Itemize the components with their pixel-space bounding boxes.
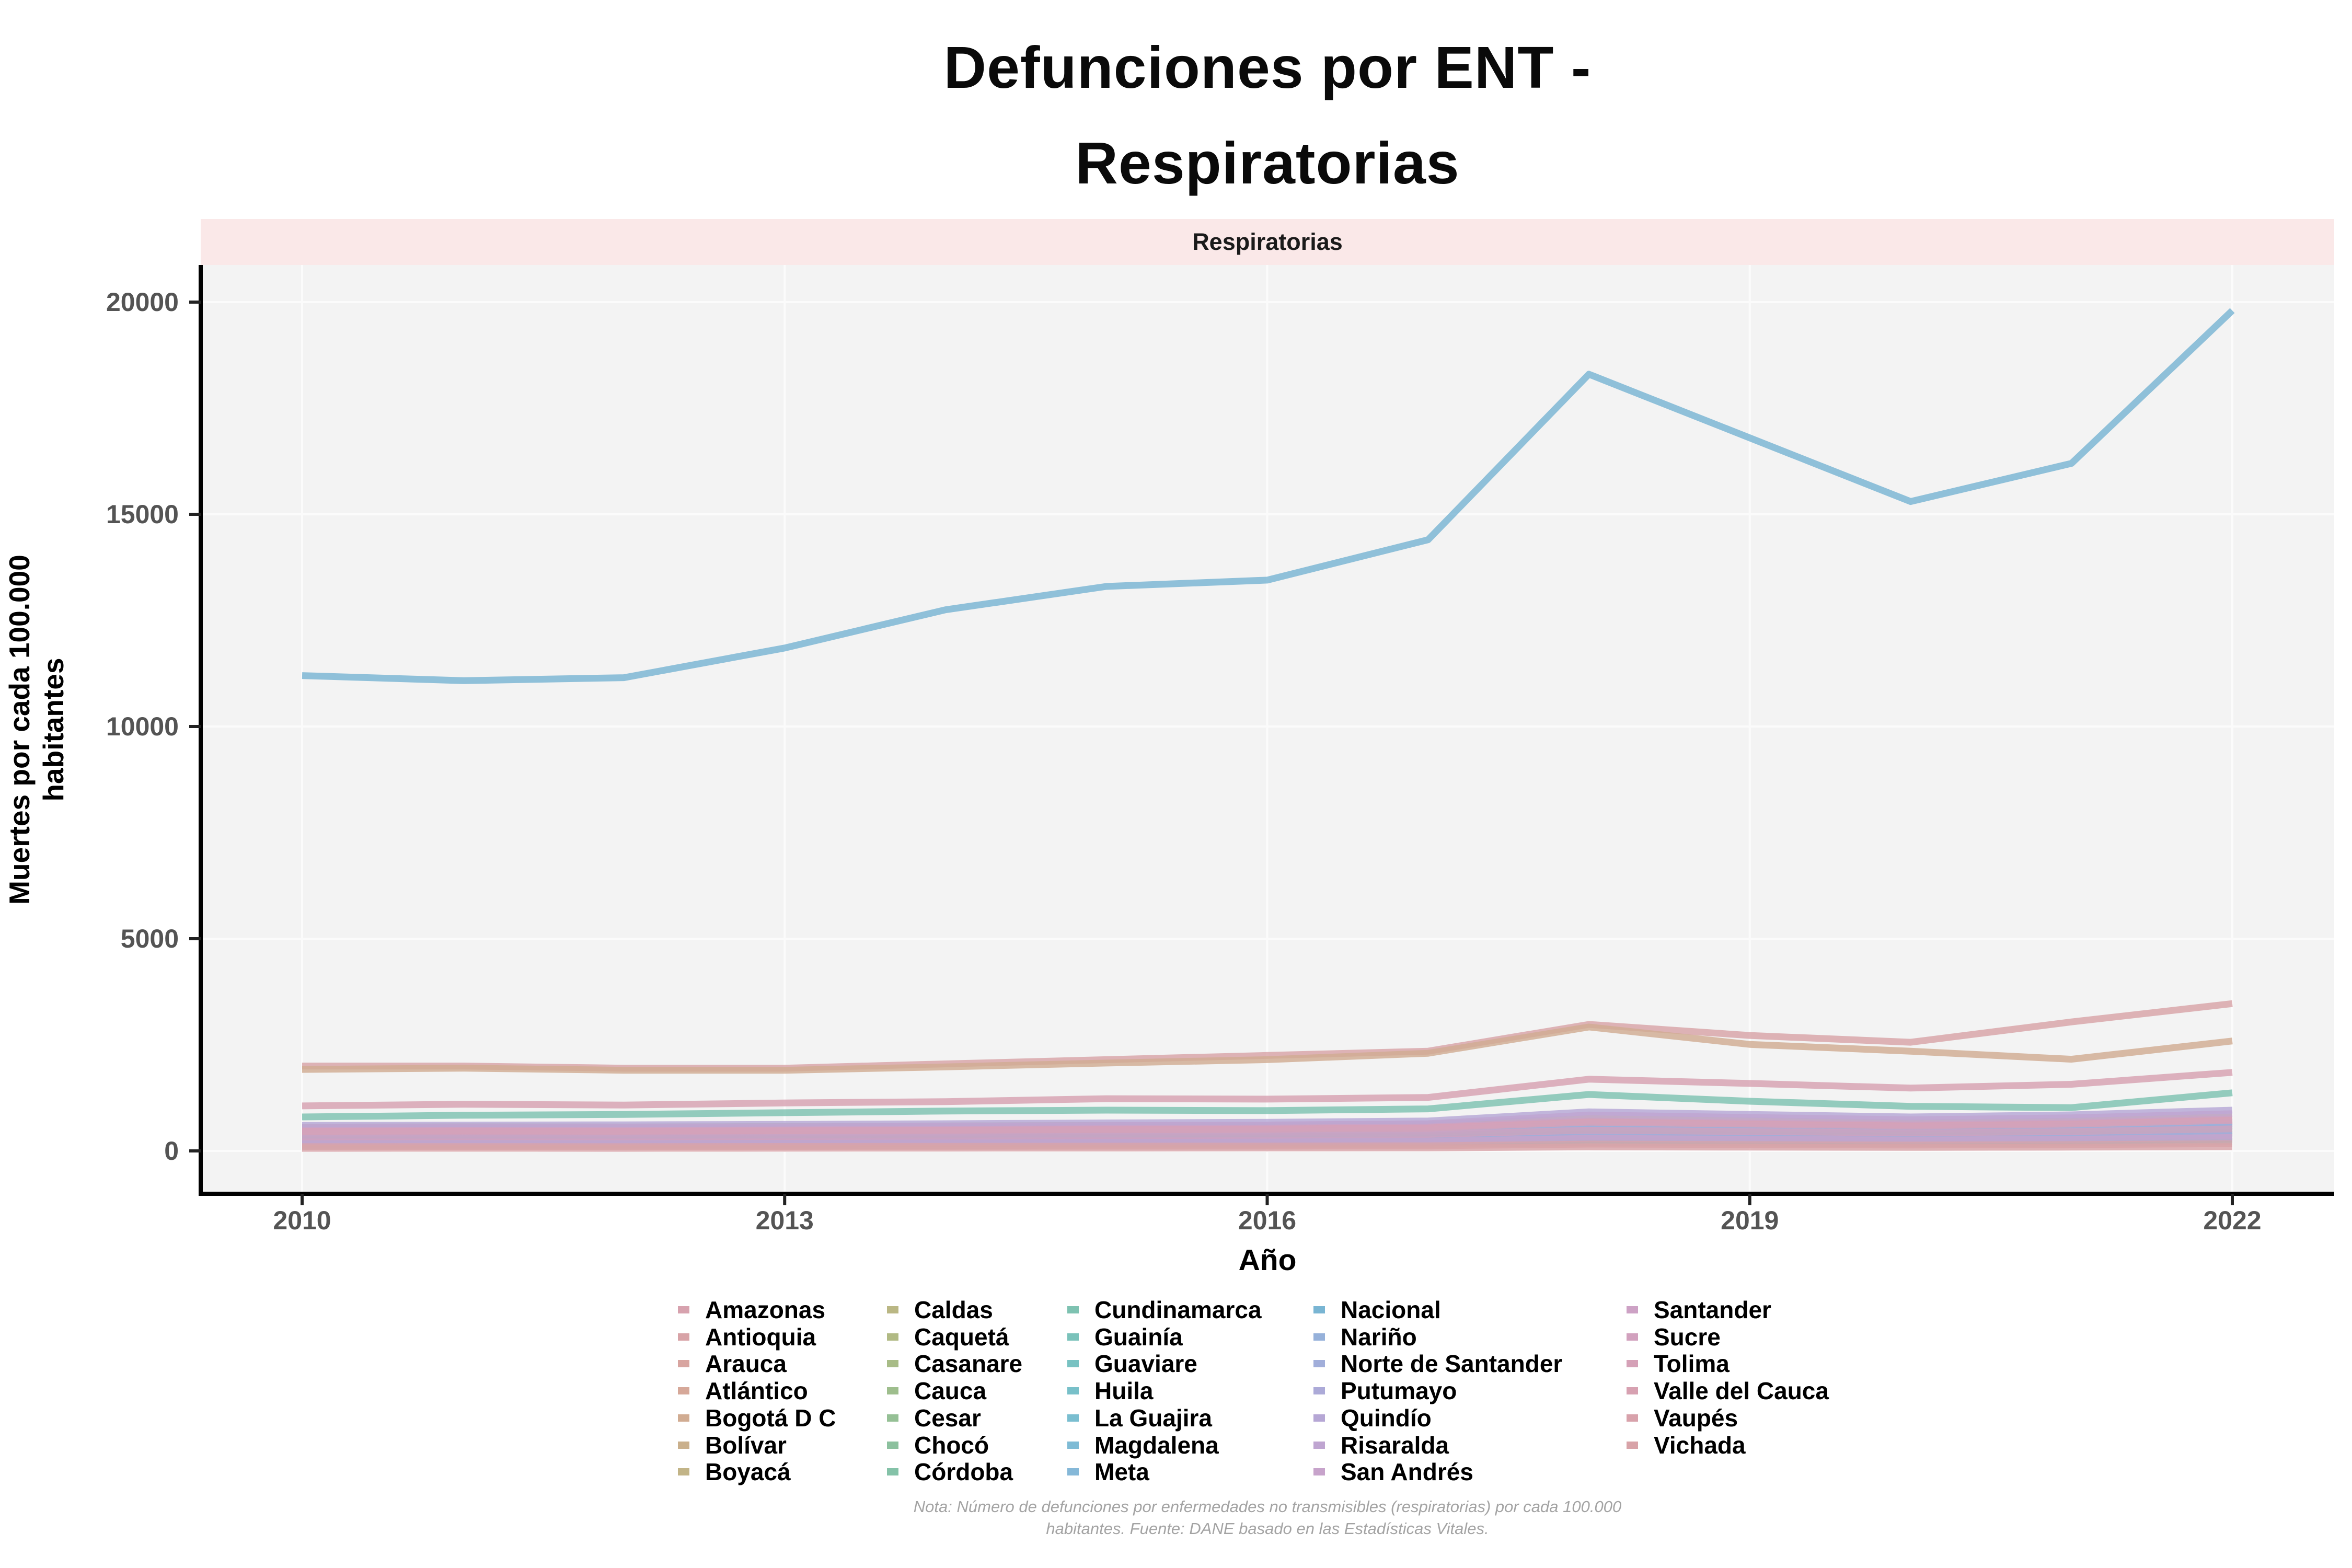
legend-key-icon: [887, 1441, 898, 1449]
legend-key-icon: [1627, 1414, 1638, 1422]
legend-key-icon: [678, 1441, 689, 1449]
legend-key-icon: [1313, 1414, 1325, 1422]
legend-key-icon: [678, 1333, 689, 1341]
legend-key-icon: [1067, 1387, 1079, 1395]
legend-key-icon: [1313, 1333, 1325, 1341]
legend-key-icon: [887, 1468, 898, 1476]
legend-item-label: Guainía: [1094, 1323, 1183, 1351]
legend-item-label: Guaviare: [1094, 1350, 1197, 1378]
legend-item-label: Bolívar: [705, 1431, 787, 1459]
legend-key-icon: [1067, 1441, 1079, 1449]
x-tick-label: 2019: [1721, 1206, 1779, 1235]
legend-key-icon: [1067, 1414, 1079, 1422]
legend-key-icon: [887, 1360, 898, 1368]
legend-item-label: Córdoba: [914, 1458, 1013, 1486]
legend-key-icon: [1067, 1360, 1079, 1368]
legend-key-icon: [887, 1333, 898, 1341]
legend-item-label: Sucre: [1654, 1323, 1721, 1351]
facet-strip-label: Respiratorias: [1192, 228, 1343, 255]
legend-item-label: Magdalena: [1094, 1431, 1219, 1459]
legend-item-label: Vaupés: [1654, 1404, 1738, 1432]
legend-key-icon: [1627, 1360, 1638, 1368]
x-tick-label: 2013: [755, 1206, 814, 1235]
y-tick-label: 20000: [106, 287, 179, 317]
legend-key-icon: [678, 1360, 689, 1368]
legend-item-label: Norte de Santander: [1341, 1350, 1563, 1378]
series-line-sucre: [302, 1125, 2233, 1140]
x-tick-label: 2010: [273, 1206, 331, 1235]
facet-strip: Respiratorias: [201, 219, 2334, 265]
series-line-valle-del-cauca: [302, 1069, 2233, 1110]
series-line-cundinamarca: [302, 1089, 2233, 1121]
legend-item-label: San Andrés: [1341, 1458, 1473, 1486]
legend-key-icon: [678, 1306, 689, 1313]
legend-item-label: Caquetá: [914, 1323, 1009, 1351]
legend-key-icon: [1313, 1306, 1325, 1313]
series-line-san-andrés: [302, 1134, 2233, 1147]
legend-item-label: Amazonas: [705, 1296, 826, 1323]
legend-item-label: Vichada: [1654, 1431, 1746, 1459]
legend-item-label: La Guajira: [1094, 1404, 1212, 1432]
legend-key-icon: [887, 1387, 898, 1395]
legend-item-label: Quindío: [1341, 1404, 1432, 1432]
legend-item-label: Cauca: [914, 1377, 987, 1405]
legend-item-label: Caldas: [914, 1296, 993, 1323]
legend-item-label: Tolima: [1654, 1350, 1730, 1378]
y-tick-label: 10000: [106, 712, 179, 741]
y-axis-title: Muertes por cada 100.000 habitantes: [3, 555, 70, 905]
chart-title: Defunciones por ENT - Respiratorias: [943, 34, 1592, 197]
series-line-nacional: [302, 308, 2235, 684]
legend-item-label: Huila: [1094, 1377, 1154, 1405]
legend-item-label: Antioquia: [705, 1323, 816, 1351]
legend-item-label: Bogotá D C: [705, 1404, 836, 1432]
legend-item-label: Nariño: [1341, 1323, 1417, 1351]
legend-key-icon: [1627, 1387, 1638, 1395]
legend-key-icon: [1313, 1468, 1325, 1476]
series-line-bogotá-d-c: [302, 1023, 2233, 1074]
y-tick-label: 15000: [106, 500, 179, 529]
legend-item-label: Chocó: [914, 1431, 989, 1459]
legend-item-label: Cundinamarca: [1094, 1296, 1262, 1323]
legend-key-icon: [1627, 1441, 1638, 1449]
x-tick-label: 2016: [1238, 1206, 1297, 1235]
series-line-tolima: [302, 1117, 2233, 1135]
legend-item-label: Boyacá: [705, 1458, 791, 1486]
legend-item-label: Meta: [1094, 1458, 1149, 1486]
legend-key-icon: [1067, 1468, 1079, 1476]
legend-key-icon: [887, 1306, 898, 1313]
legend-item-label: Cesar: [914, 1404, 981, 1432]
legend-item-label: Arauca: [705, 1350, 787, 1378]
legend-key-icon: [678, 1414, 689, 1422]
legend-item-label: Casanare: [914, 1350, 1023, 1378]
footnote: Nota: Número de defunciones por enfermed…: [913, 1497, 1622, 1538]
x-tick-label: 2022: [2203, 1206, 2262, 1235]
legend-key-icon: [1313, 1360, 1325, 1368]
legend-key-icon: [1067, 1306, 1079, 1313]
legend-key-icon: [1313, 1387, 1325, 1395]
legend-item-label: Risaralda: [1341, 1431, 1449, 1459]
legend-key-icon: [1313, 1441, 1325, 1449]
legend-item-label: Santander: [1654, 1296, 1771, 1323]
legend-key-icon: [1627, 1333, 1638, 1341]
legend-key-icon: [1627, 1306, 1638, 1313]
legend-item-label: Atlántico: [705, 1377, 808, 1405]
y-tick-label: 0: [164, 1136, 179, 1166]
legend-key-icon: [678, 1468, 689, 1476]
legend-key-icon: [678, 1387, 689, 1395]
y-tick-label: 5000: [120, 924, 179, 953]
legend-item-label: Valle del Cauca: [1654, 1377, 1829, 1405]
legend-key-icon: [887, 1414, 898, 1422]
x-axis-title: Año: [1238, 1243, 1297, 1277]
legend-item-label: Putumayo: [1341, 1377, 1457, 1405]
legend-key-icon: [1067, 1333, 1079, 1341]
legend-item-label: Nacional: [1341, 1296, 1441, 1323]
series-line-vichada: [302, 1143, 2233, 1152]
